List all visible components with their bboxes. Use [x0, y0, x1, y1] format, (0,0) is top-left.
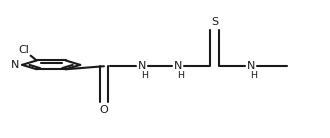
Text: N: N — [174, 61, 182, 71]
Text: S: S — [211, 17, 218, 27]
Text: Cl: Cl — [19, 45, 29, 55]
Text: N: N — [247, 61, 255, 71]
Text: H: H — [250, 71, 257, 80]
Text: N: N — [138, 61, 146, 71]
Text: H: H — [141, 71, 148, 80]
Text: O: O — [100, 105, 108, 115]
Text: H: H — [177, 71, 184, 80]
Text: N: N — [11, 60, 19, 70]
